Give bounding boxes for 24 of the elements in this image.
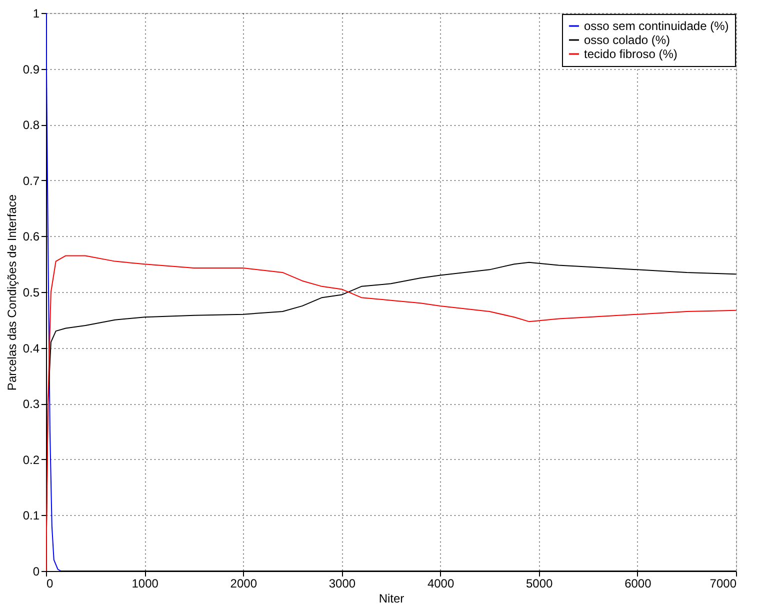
y-axis-title: Parcelas das Condições de Interface bbox=[4, 194, 19, 391]
y-tick-label: 0.2 bbox=[22, 452, 40, 467]
y-tick-label: 0 bbox=[32, 564, 40, 578]
y-tick-label: 0.8 bbox=[22, 118, 40, 132]
x-tick-label: 5000 bbox=[526, 576, 554, 590]
y-tick-label: 0.5 bbox=[22, 286, 40, 300]
x-tick-label: 7000 bbox=[710, 576, 737, 590]
x-tick-label: 2000 bbox=[230, 576, 258, 590]
legend-label: tecido fibroso (%) bbox=[584, 47, 678, 61]
legend-label: osso colado (%) bbox=[584, 33, 670, 47]
y-tick-label: 0.3 bbox=[22, 397, 40, 412]
y-tick-label: 0.9 bbox=[22, 62, 40, 76]
x-tick-label: 3000 bbox=[328, 576, 356, 590]
y-tick-label: 0.1 bbox=[22, 508, 40, 523]
x-tick-label: 1000 bbox=[132, 576, 159, 590]
x-tick-label: 4000 bbox=[427, 576, 454, 590]
x-tick-label: 0 bbox=[46, 576, 54, 590]
x-tick-label: 6000 bbox=[624, 576, 652, 590]
y-tick-label: 0.6 bbox=[22, 230, 40, 244]
legend-label: osso sem continuidade (%) bbox=[584, 19, 729, 33]
y-tick-label: 0.7 bbox=[22, 174, 40, 188]
x-axis-title: Niter bbox=[378, 592, 404, 606]
y-tick-label: 0.4 bbox=[22, 341, 40, 356]
y-tick-label: 1 bbox=[32, 6, 40, 20]
